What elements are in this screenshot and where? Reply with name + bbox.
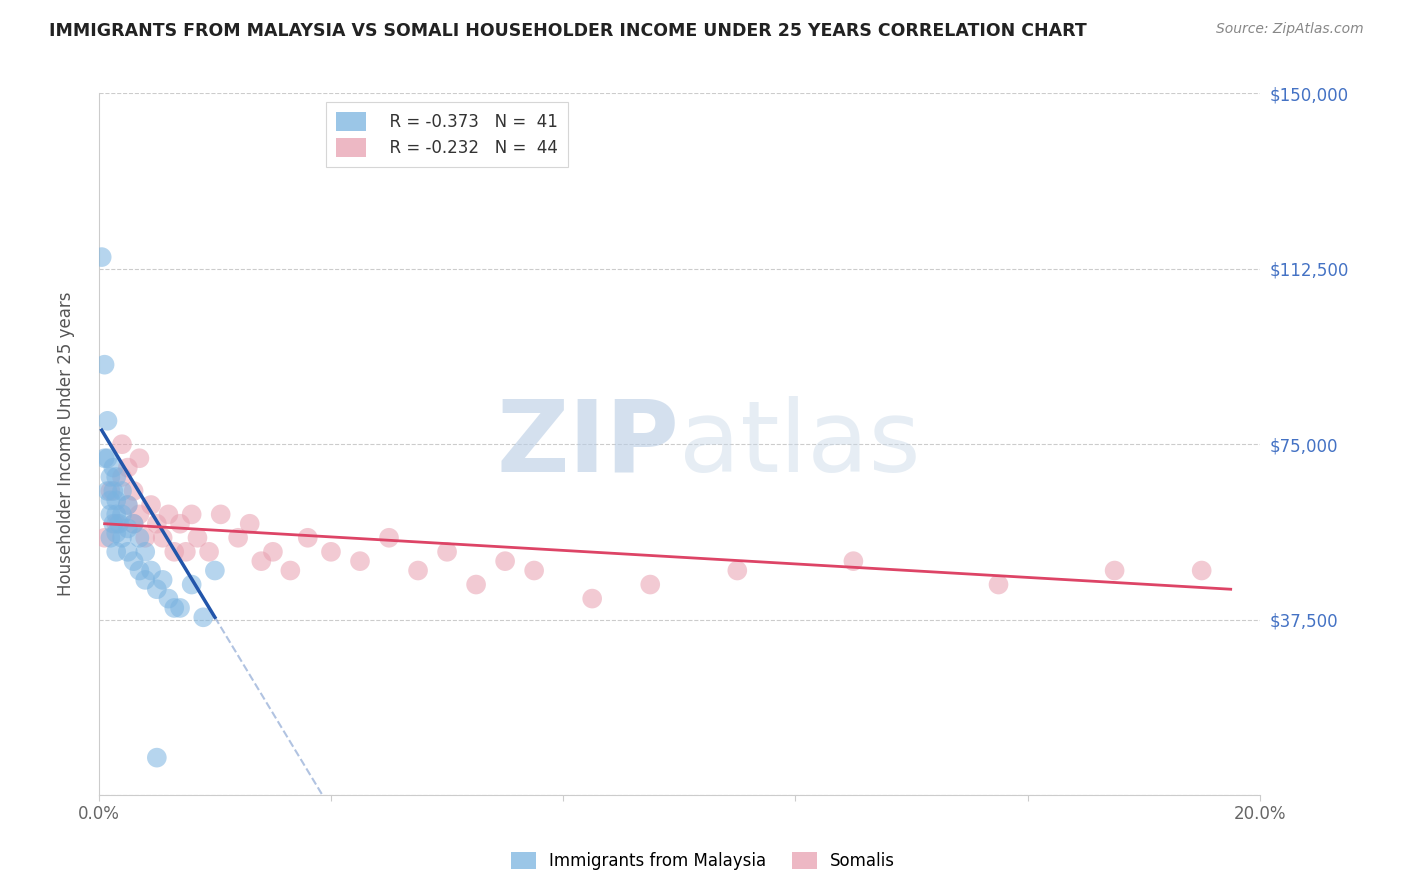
Point (100, 531, 122, 545)
Point (494, 554, 516, 568)
Point (105, 508, 128, 522)
Point (103, 460, 125, 475)
Point (146, 750, 169, 764)
Legend:   R = -0.373   N =  41,   R = -0.232   N =  44: R = -0.373 N = 41, R = -0.232 N = 44 (326, 102, 568, 167)
Point (117, 545, 139, 559)
Point (406, 564, 429, 578)
Point (105, 493, 128, 508)
Point (103, 483, 125, 498)
Point (139, 564, 162, 578)
Point (96, 483, 118, 498)
Point (638, 577, 661, 591)
Point (186, 531, 208, 545)
Point (105, 470, 128, 484)
Legend: Immigrants from Malaysia, Somalis: Immigrants from Malaysia, Somalis (505, 845, 901, 877)
Point (209, 508, 232, 522)
Point (319, 545, 342, 559)
Point (146, 516, 169, 531)
Text: ZIP: ZIP (496, 396, 679, 492)
Point (157, 508, 180, 522)
Point (134, 531, 156, 545)
Point (117, 521, 139, 535)
Point (103, 516, 125, 531)
Point (105, 526, 128, 541)
Point (117, 460, 139, 475)
Point (117, 498, 139, 512)
Point (152, 573, 174, 587)
Point (250, 554, 273, 568)
Point (987, 577, 1010, 591)
Point (122, 516, 145, 531)
Point (100, 470, 122, 484)
Point (128, 564, 150, 578)
Point (128, 451, 150, 466)
Point (134, 545, 156, 559)
Point (105, 516, 128, 531)
Point (96, 414, 118, 428)
Point (465, 577, 488, 591)
Point (111, 470, 134, 484)
Point (239, 516, 262, 531)
Point (349, 554, 371, 568)
Point (174, 545, 197, 559)
Point (152, 531, 174, 545)
Point (117, 498, 139, 512)
Point (169, 516, 191, 531)
Point (96, 451, 118, 466)
Point (193, 610, 215, 624)
Point (108, 516, 131, 531)
Point (100, 508, 122, 522)
Point (146, 582, 169, 597)
Point (111, 437, 134, 451)
Point (226, 531, 249, 545)
Y-axis label: Householder Income Under 25 years: Householder Income Under 25 years (58, 292, 75, 597)
Point (1104, 564, 1126, 578)
Point (204, 564, 226, 578)
Text: IMMIGRANTS FROM MALAYSIA VS SOMALI HOUSEHOLDER INCOME UNDER 25 YEARS CORRELATION: IMMIGRANTS FROM MALAYSIA VS SOMALI HOUSE… (49, 22, 1087, 40)
Point (90, 250, 112, 264)
Point (105, 545, 128, 559)
Point (1191, 564, 1213, 578)
Point (725, 564, 748, 578)
Point (93, 451, 115, 466)
Point (139, 498, 162, 512)
Point (180, 577, 202, 591)
Point (100, 493, 122, 508)
Point (111, 508, 134, 522)
Point (134, 573, 156, 587)
Point (180, 508, 202, 522)
Point (100, 483, 122, 498)
Point (93, 358, 115, 372)
Point (163, 545, 186, 559)
Point (111, 483, 134, 498)
Point (122, 516, 145, 531)
Point (262, 545, 284, 559)
Point (122, 554, 145, 568)
Point (198, 545, 221, 559)
Point (163, 601, 186, 615)
Point (128, 508, 150, 522)
Point (128, 531, 150, 545)
Point (581, 591, 603, 606)
Point (436, 545, 458, 559)
Text: Source: ZipAtlas.com: Source: ZipAtlas.com (1216, 22, 1364, 37)
Point (280, 564, 302, 578)
Point (297, 531, 319, 545)
Point (842, 554, 865, 568)
Text: atlas: atlas (679, 396, 921, 492)
Point (93, 531, 115, 545)
Point (169, 601, 191, 615)
Point (122, 483, 145, 498)
Point (523, 564, 546, 578)
Point (378, 531, 401, 545)
Point (111, 531, 134, 545)
Point (157, 591, 180, 606)
